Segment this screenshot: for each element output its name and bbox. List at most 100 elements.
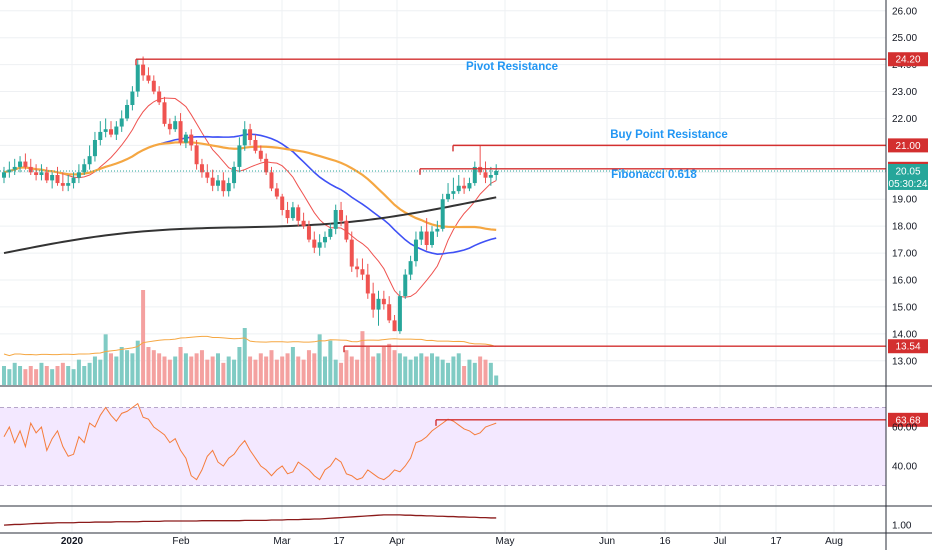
candle[interactable] xyxy=(130,86,135,111)
candle[interactable] xyxy=(248,123,253,146)
candle[interactable] xyxy=(328,223,333,240)
candle[interactable] xyxy=(189,129,194,151)
candle[interactable] xyxy=(478,145,483,175)
candle[interactable] xyxy=(114,121,119,140)
candle[interactable] xyxy=(125,99,130,122)
candle[interactable] xyxy=(280,193,285,216)
candle[interactable] xyxy=(344,215,349,243)
candle[interactable] xyxy=(301,212,306,229)
candle[interactable] xyxy=(82,158,87,175)
price-axis[interactable]: 26.0025.0024.0023.0022.0021.0020.0019.00… xyxy=(888,6,928,532)
candle[interactable] xyxy=(60,172,65,192)
candle[interactable] xyxy=(242,121,247,151)
candle[interactable] xyxy=(76,164,81,184)
candle[interactable] xyxy=(456,175,461,194)
candle[interactable] xyxy=(119,110,124,132)
candle[interactable] xyxy=(226,177,231,197)
candle[interactable] xyxy=(98,121,103,146)
candle[interactable] xyxy=(371,282,376,318)
candle[interactable] xyxy=(50,172,55,189)
candle[interactable] xyxy=(317,234,322,256)
candle[interactable] xyxy=(472,161,477,186)
candle[interactable] xyxy=(440,193,445,232)
resistance-levels[interactable]: Pivot Resistance Buy Point Resistance Fibo… xyxy=(135,58,886,353)
time-axis[interactable]: 2020 Feb Mar 17 Apr May Jun 16 Jul 17 Aug xyxy=(61,536,843,547)
candle[interactable] xyxy=(183,131,188,149)
candle[interactable] xyxy=(237,137,242,173)
candle[interactable] xyxy=(18,156,23,173)
candle[interactable] xyxy=(430,226,434,248)
candle[interactable] xyxy=(419,226,424,245)
candle[interactable] xyxy=(7,161,12,178)
candle[interactable] xyxy=(221,172,226,197)
candle[interactable] xyxy=(306,220,311,243)
candle[interactable] xyxy=(205,164,210,184)
candle[interactable] xyxy=(446,183,451,202)
candle[interactable] xyxy=(157,86,162,105)
candle[interactable] xyxy=(488,166,493,186)
candle[interactable] xyxy=(28,158,33,175)
candle[interactable] xyxy=(162,96,167,127)
candle[interactable] xyxy=(462,177,467,194)
candle[interactable] xyxy=(408,255,413,280)
candle[interactable] xyxy=(483,161,488,184)
candle[interactable] xyxy=(232,161,237,189)
candle[interactable] xyxy=(424,218,429,251)
candle[interactable] xyxy=(355,258,360,278)
candle[interactable] xyxy=(413,231,418,267)
candle[interactable] xyxy=(87,145,92,170)
candle[interactable] xyxy=(66,175,71,192)
candle[interactable] xyxy=(92,131,97,162)
price-candles[interactable] xyxy=(0,56,886,334)
candle[interactable] xyxy=(376,290,381,326)
candle[interactable] xyxy=(194,140,199,170)
candle[interactable] xyxy=(274,183,279,200)
candle[interactable] xyxy=(55,166,60,186)
candle[interactable] xyxy=(435,220,440,237)
candle[interactable] xyxy=(392,315,397,332)
candle[interactable] xyxy=(34,164,39,181)
candle[interactable] xyxy=(44,166,49,184)
candle[interactable] xyxy=(199,158,204,178)
candle[interactable] xyxy=(312,231,317,254)
candle[interactable] xyxy=(451,177,456,200)
candle[interactable] xyxy=(264,153,269,175)
candle[interactable] xyxy=(135,59,140,97)
candle[interactable] xyxy=(103,118,108,138)
candle[interactable] xyxy=(494,164,499,181)
candle[interactable] xyxy=(253,134,258,154)
candle[interactable] xyxy=(360,258,365,280)
candle[interactable] xyxy=(178,113,183,146)
candle[interactable] xyxy=(258,145,263,162)
candle[interactable] xyxy=(210,169,215,192)
candle[interactable] xyxy=(151,75,156,95)
candle[interactable] xyxy=(39,164,44,181)
candle[interactable] xyxy=(381,290,386,310)
candle[interactable] xyxy=(387,296,392,324)
candle[interactable] xyxy=(339,201,344,227)
candle[interactable] xyxy=(173,115,178,132)
candle[interactable] xyxy=(397,290,402,334)
candle[interactable] xyxy=(365,263,370,299)
candle[interactable] xyxy=(285,201,290,224)
candle[interactable] xyxy=(403,269,408,299)
candle[interactable] xyxy=(333,204,338,235)
candle[interactable] xyxy=(296,204,301,227)
candle[interactable] xyxy=(216,175,220,192)
candle[interactable] xyxy=(2,166,6,184)
candle[interactable] xyxy=(146,67,151,84)
candle[interactable] xyxy=(23,153,28,170)
candle[interactable] xyxy=(141,56,146,81)
candle[interactable] xyxy=(349,231,354,272)
candle[interactable] xyxy=(71,172,76,189)
candle[interactable] xyxy=(467,177,472,192)
candle[interactable] xyxy=(269,166,274,192)
candle[interactable] xyxy=(323,231,327,248)
candle[interactable] xyxy=(167,118,172,135)
candle[interactable] xyxy=(109,121,113,138)
candle[interactable] xyxy=(290,201,295,221)
candle[interactable] xyxy=(12,158,17,175)
